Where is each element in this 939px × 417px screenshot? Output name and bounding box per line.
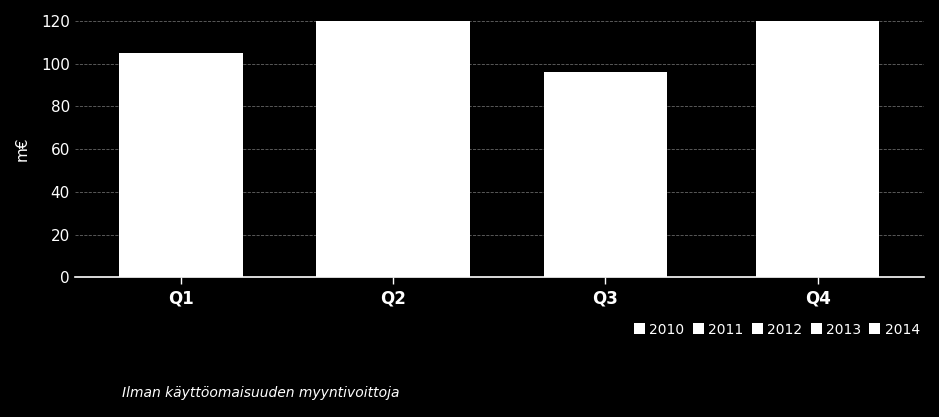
Bar xyxy=(134,123,227,277)
Bar xyxy=(331,36,454,277)
Bar xyxy=(119,53,242,277)
Bar xyxy=(559,74,652,277)
Bar xyxy=(362,85,424,277)
Bar xyxy=(771,43,864,277)
Bar xyxy=(756,21,879,277)
Bar xyxy=(150,132,212,277)
Bar xyxy=(575,96,637,277)
Bar xyxy=(544,72,667,277)
Bar xyxy=(316,21,470,277)
Y-axis label: m€: m€ xyxy=(15,137,30,161)
Bar xyxy=(377,151,408,277)
Text: Ilman käyttöomaisuuden myyntivoittoja: Ilman käyttöomaisuuden myyntivoittoja xyxy=(122,386,400,400)
Legend: 2010, 2011, 2012, 2013, 2014: 2010, 2011, 2012, 2013, 2014 xyxy=(628,317,925,342)
Bar xyxy=(165,233,196,277)
Bar xyxy=(346,81,439,277)
Bar xyxy=(590,177,621,277)
Bar xyxy=(802,83,833,277)
Bar xyxy=(787,79,849,277)
